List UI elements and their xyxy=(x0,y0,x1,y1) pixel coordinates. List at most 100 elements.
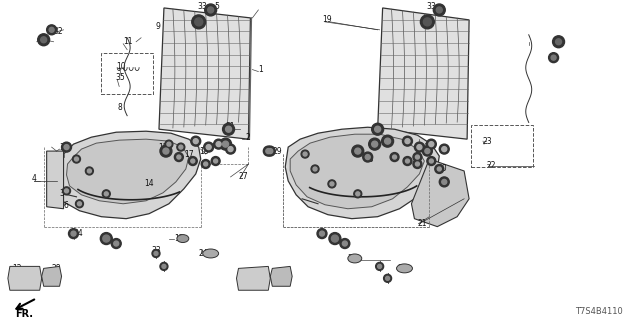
Text: 14: 14 xyxy=(144,180,154,188)
Circle shape xyxy=(319,231,324,236)
Circle shape xyxy=(301,150,309,158)
Text: 32: 32 xyxy=(54,27,63,36)
Text: 21: 21 xyxy=(417,219,427,228)
Text: 34: 34 xyxy=(74,229,83,238)
Polygon shape xyxy=(270,266,292,286)
Circle shape xyxy=(551,55,556,60)
Circle shape xyxy=(372,123,383,135)
Text: 19: 19 xyxy=(322,15,332,24)
Circle shape xyxy=(442,180,447,184)
Text: 30: 30 xyxy=(60,143,69,152)
Circle shape xyxy=(174,153,183,162)
Circle shape xyxy=(311,165,319,173)
Circle shape xyxy=(214,159,218,163)
Circle shape xyxy=(392,155,397,159)
Text: 2: 2 xyxy=(246,133,250,142)
Circle shape xyxy=(64,145,69,149)
Bar xyxy=(471,125,532,167)
Polygon shape xyxy=(42,266,61,286)
Circle shape xyxy=(204,142,214,152)
Circle shape xyxy=(68,228,79,239)
Text: 23: 23 xyxy=(482,137,492,146)
Text: 6: 6 xyxy=(63,201,68,210)
Ellipse shape xyxy=(203,249,219,258)
Text: 20: 20 xyxy=(437,164,447,173)
Circle shape xyxy=(65,189,68,193)
Circle shape xyxy=(342,241,348,246)
Polygon shape xyxy=(412,159,469,227)
Circle shape xyxy=(211,156,220,165)
Circle shape xyxy=(104,192,108,196)
Circle shape xyxy=(61,142,72,152)
Circle shape xyxy=(88,169,92,173)
Circle shape xyxy=(436,7,442,13)
Circle shape xyxy=(332,235,339,242)
Circle shape xyxy=(435,164,444,173)
Circle shape xyxy=(340,239,350,249)
Circle shape xyxy=(424,18,431,26)
Polygon shape xyxy=(8,266,42,290)
Text: 25: 25 xyxy=(365,155,374,164)
Circle shape xyxy=(383,274,392,282)
Circle shape xyxy=(415,162,419,166)
Circle shape xyxy=(374,126,381,132)
Circle shape xyxy=(426,139,436,149)
Circle shape xyxy=(548,53,559,63)
Text: 28: 28 xyxy=(52,264,61,273)
Circle shape xyxy=(207,7,214,13)
Circle shape xyxy=(102,190,110,198)
Circle shape xyxy=(439,177,449,187)
Text: 3: 3 xyxy=(60,189,65,198)
Circle shape xyxy=(165,140,173,148)
Circle shape xyxy=(372,141,378,147)
Circle shape xyxy=(49,27,54,32)
Circle shape xyxy=(205,4,216,16)
Text: 31: 31 xyxy=(225,122,235,131)
Text: 22: 22 xyxy=(487,162,497,171)
Text: 13: 13 xyxy=(174,234,184,243)
Text: FR.: FR. xyxy=(15,309,33,319)
Bar xyxy=(101,53,153,94)
Circle shape xyxy=(413,153,422,162)
Circle shape xyxy=(77,202,81,206)
Circle shape xyxy=(192,15,205,29)
Text: 8: 8 xyxy=(117,103,122,112)
Ellipse shape xyxy=(177,235,189,243)
Circle shape xyxy=(47,25,56,35)
Circle shape xyxy=(191,159,195,163)
Text: 10: 10 xyxy=(116,62,126,71)
Text: 36: 36 xyxy=(348,254,358,263)
Text: 4: 4 xyxy=(32,174,36,183)
Circle shape xyxy=(114,241,118,246)
Circle shape xyxy=(313,167,317,171)
Polygon shape xyxy=(52,131,201,219)
Circle shape xyxy=(439,144,449,154)
Circle shape xyxy=(160,262,168,270)
Circle shape xyxy=(355,148,361,154)
Circle shape xyxy=(100,233,112,244)
Circle shape xyxy=(225,144,236,154)
Circle shape xyxy=(162,264,166,268)
Circle shape xyxy=(381,135,394,147)
Text: 27: 27 xyxy=(239,172,248,181)
Circle shape xyxy=(422,146,433,156)
Text: 11: 11 xyxy=(123,37,132,46)
Text: 37: 37 xyxy=(397,264,407,273)
Circle shape xyxy=(160,145,172,157)
Circle shape xyxy=(369,138,381,150)
Text: 29: 29 xyxy=(272,147,282,156)
Circle shape xyxy=(385,138,390,144)
Circle shape xyxy=(41,37,47,43)
Ellipse shape xyxy=(348,254,362,263)
Circle shape xyxy=(214,139,223,149)
Circle shape xyxy=(268,148,273,154)
Circle shape xyxy=(167,142,171,146)
Circle shape xyxy=(152,250,160,258)
Circle shape xyxy=(352,145,364,157)
Circle shape xyxy=(85,167,93,175)
Circle shape xyxy=(216,142,221,147)
Polygon shape xyxy=(378,8,469,139)
Text: 33: 33 xyxy=(151,246,161,255)
Circle shape xyxy=(376,262,383,270)
Polygon shape xyxy=(290,134,424,209)
